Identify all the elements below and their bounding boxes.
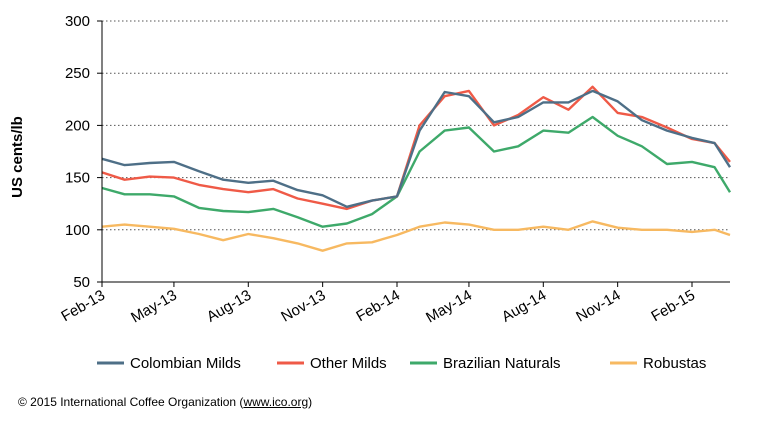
y-tick-label: 50	[73, 274, 90, 291]
x-tick-label: Aug-14	[499, 287, 549, 326]
footer-close: )	[308, 395, 313, 409]
series-line-brazilian-naturals	[101, 115, 732, 228]
footer-link[interactable]: www.ico.org	[243, 395, 309, 409]
series-line-other-milds	[101, 85, 731, 211]
legend-label: Brazilian Naturals	[443, 355, 561, 372]
series-line-robustas	[101, 220, 731, 252]
legend: Colombian Milds Other Milds Brazilian Natu…	[97, 355, 706, 372]
y-axis-label: US cents/lb	[9, 116, 26, 198]
y-tick-label: 150	[65, 170, 90, 187]
x-tick-label: Feb-15	[648, 287, 698, 325]
x-tick-label: Feb-13	[58, 287, 108, 325]
copyright-footer: © 2015 International Coffee Organization…	[18, 395, 312, 409]
y-tick-label: 250	[65, 65, 90, 82]
x-tick-label: Nov-14	[573, 287, 623, 326]
y-tick-labels: 50 100 150 200 250 300	[65, 13, 90, 291]
x-tick-label: May-14	[423, 287, 475, 327]
x-tick-label: Aug-13	[204, 287, 254, 326]
legend-label: Other Milds	[310, 355, 387, 372]
x-tick-label: Feb-14	[353, 287, 403, 325]
series-line-colombian-milds	[101, 89, 732, 208]
legend-label: Robustas	[643, 355, 706, 372]
y-tick-label: 300	[65, 13, 90, 30]
series-lines	[101, 85, 732, 252]
axes	[97, 20, 730, 287]
gridlines	[102, 20, 730, 231]
line-chart: 50 100 150 200 250 300 Feb-13 May-13 Aug-13 Nov-…	[9, 13, 732, 372]
legend-label: Colombian Milds	[130, 355, 241, 372]
y-tick-label: 200	[65, 117, 90, 134]
x-tick-label: Nov-13	[278, 287, 328, 326]
footer-text: © 2015 International Coffee Organization…	[18, 395, 244, 409]
y-tick-label: 100	[65, 222, 90, 239]
x-tick-label: May-13	[128, 287, 180, 327]
x-tick-labels: Feb-13 May-13 Aug-13 Nov-13 Feb-14 May-14 Aug-…	[58, 287, 698, 327]
